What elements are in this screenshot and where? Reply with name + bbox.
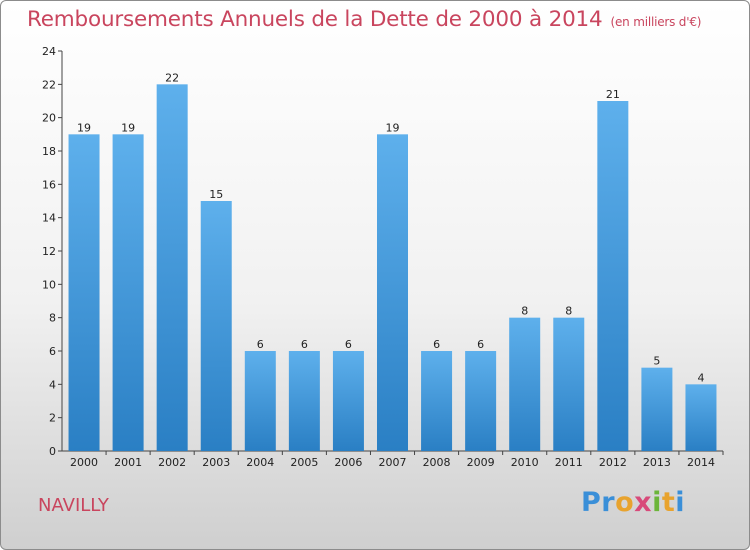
data-label: 6: [433, 338, 440, 351]
bar: [553, 317, 585, 451]
data-label: 5: [653, 355, 660, 368]
x-tick-label: 2007: [379, 456, 407, 469]
y-tick-label: 8: [49, 312, 56, 325]
x-tick-label: 2006: [334, 456, 362, 469]
data-label: 19: [386, 121, 400, 134]
data-label: 22: [165, 71, 179, 84]
y-tick-label: 14: [42, 212, 56, 225]
chart-title: Remboursements Annuels de la Dette de 20…: [27, 7, 701, 32]
bar: [68, 134, 100, 452]
x-tick-label: 2014: [687, 456, 715, 469]
data-label: 6: [301, 338, 308, 351]
proxiti-logo: Proxiti: [581, 487, 686, 518]
y-tick-label: 12: [42, 245, 56, 258]
data-label: 6: [257, 338, 264, 351]
data-label: 19: [77, 121, 91, 134]
x-tick-label: 2008: [423, 456, 451, 469]
bar: [641, 367, 673, 451]
x-tick-label: 2010: [511, 456, 539, 469]
x-tick-label: 2013: [643, 456, 671, 469]
data-label: 8: [521, 305, 528, 318]
chart-title-text: Remboursements Annuels de la Dette de 20…: [27, 7, 603, 32]
bar: [332, 351, 364, 451]
y-tick-label: 2: [49, 412, 56, 425]
bar: [465, 351, 497, 451]
x-tick-label: 2009: [467, 456, 495, 469]
bar: [288, 351, 320, 451]
bar: [509, 317, 541, 451]
x-tick-label: 2011: [555, 456, 583, 469]
x-tick-label: 2003: [202, 456, 230, 469]
y-tick-label: 6: [49, 345, 56, 358]
bar: [112, 134, 144, 452]
data-label: 6: [477, 338, 484, 351]
data-label: 4: [697, 371, 704, 384]
bars: [68, 84, 717, 452]
y-tick-label: 18: [42, 145, 56, 158]
data-label: 8: [565, 305, 572, 318]
y-tick-label: 22: [42, 78, 56, 91]
y-tick-label: 16: [42, 178, 56, 191]
y-tick-label: 0: [49, 445, 56, 458]
chart-unit: (en milliers d'€): [610, 15, 702, 29]
bar: [685, 384, 717, 451]
commune-name: NAVILLY: [38, 495, 109, 516]
data-label: 15: [209, 188, 223, 201]
bar: [421, 351, 453, 451]
x-tick-label: 2002: [158, 456, 186, 469]
bar: [156, 84, 188, 451]
x-tick-label: 2001: [114, 456, 142, 469]
x-tick-label: 2012: [599, 456, 627, 469]
y-tick-label: 10: [42, 278, 56, 291]
bar: [377, 134, 408, 452]
y-tick-label: 24: [42, 45, 56, 58]
y-tick-label: 20: [42, 112, 56, 125]
bar: [597, 101, 629, 451]
data-label: 19: [121, 121, 135, 134]
labels: 2000 19 2001 19 2002 22 2003 15 2004 6 2005 6 2006 6 2…: [70, 71, 715, 469]
y-tick-label: 4: [49, 378, 56, 391]
data-label: 6: [345, 338, 352, 351]
bar: [244, 351, 276, 451]
data-label: 21: [606, 88, 620, 101]
x-tick-label: 2005: [290, 456, 318, 469]
x-tick-label: 2004: [246, 456, 274, 469]
x-tick-label: 2000: [70, 456, 98, 469]
bar: [200, 201, 232, 451]
